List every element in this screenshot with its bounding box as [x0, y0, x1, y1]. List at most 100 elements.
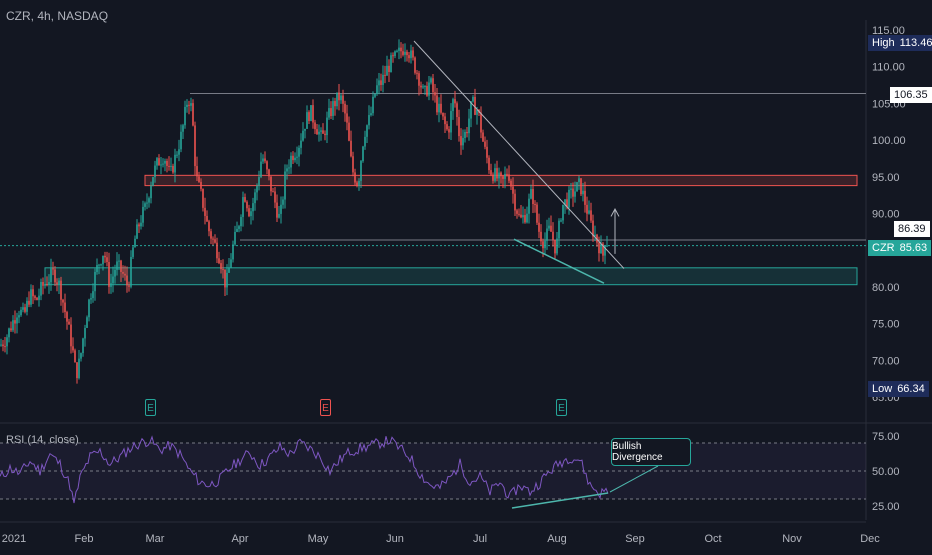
- level-86-label: 86.39: [894, 221, 930, 237]
- candle-body: [112, 276, 114, 284]
- candle-body: [406, 51, 408, 56]
- candle-body: [254, 192, 256, 204]
- candle-body: [230, 259, 232, 268]
- rsi-title[interactable]: RSI (14, close): [6, 434, 79, 446]
- candle-body: [252, 203, 254, 212]
- candle-body: [310, 105, 312, 121]
- price-axis-tick: 90.00: [872, 209, 900, 221]
- candle-body: [442, 112, 444, 117]
- candle-body: [600, 243, 602, 254]
- candle-body: [42, 281, 44, 286]
- earnings-marker-icon[interactable]: E: [145, 399, 156, 416]
- candle-body: [420, 85, 422, 88]
- candle-body: [330, 108, 332, 116]
- candle-body: [242, 197, 244, 217]
- candle-body: [584, 190, 586, 205]
- candle-body: [88, 299, 90, 318]
- candle-body: [292, 155, 294, 161]
- candle-body: [160, 164, 162, 166]
- candle-body: [232, 244, 234, 260]
- candle-body: [426, 85, 428, 96]
- candle-body: [346, 113, 348, 123]
- price-axis-tick: 115.00: [872, 25, 905, 37]
- candle-body: [64, 302, 66, 313]
- candle-body: [304, 128, 306, 131]
- candle-body: [108, 261, 110, 287]
- candle-body: [606, 245, 608, 247]
- candle-body: [452, 99, 454, 112]
- candle-body: [58, 280, 60, 285]
- earnings-marker-icon[interactable]: E: [320, 399, 331, 416]
- candle-body: [408, 55, 410, 59]
- candle-body: [512, 186, 514, 194]
- bullish-divergence-callout[interactable]: Bullish Divergence: [611, 438, 691, 466]
- low-price-label: Low 66.34: [868, 381, 929, 397]
- price-axis-tick: 110.00: [872, 62, 905, 74]
- candle-body: [250, 211, 252, 217]
- candle-body: [154, 165, 156, 178]
- candle-body: [140, 222, 142, 227]
- candle-body: [536, 204, 538, 223]
- candle-body: [290, 155, 292, 168]
- candle-body: [102, 255, 104, 265]
- time-axis-tick: Feb: [75, 533, 94, 545]
- callout-connector: [609, 465, 659, 493]
- candle-body: [70, 324, 72, 347]
- candle-body: [556, 238, 558, 254]
- candle-body: [322, 130, 324, 134]
- earnings-marker-icon[interactable]: E: [556, 399, 567, 416]
- candle-body: [494, 168, 496, 181]
- candle-body: [492, 174, 494, 181]
- candle-body: [430, 78, 432, 83]
- candle-body: [488, 157, 490, 171]
- candle-body: [182, 125, 184, 132]
- candle-body: [458, 117, 460, 137]
- candle-body: [424, 85, 426, 87]
- candle-body: [94, 272, 96, 292]
- candle-body: [52, 268, 54, 270]
- candle-body: [238, 226, 240, 229]
- candle-body: [46, 284, 48, 286]
- candle-body: [320, 130, 322, 132]
- candle-body: [534, 204, 536, 206]
- candle-body: [364, 136, 366, 147]
- candle-body: [368, 115, 370, 126]
- time-axis-tick: Dec: [860, 533, 880, 545]
- candle-body: [152, 177, 154, 186]
- symbol-title[interactable]: CZR, 4h, NASDAQ: [6, 9, 109, 23]
- candle-body: [546, 228, 548, 241]
- candle-body: [246, 201, 248, 209]
- candle-body: [558, 220, 560, 239]
- candle-body: [468, 118, 470, 134]
- candle-body: [338, 92, 340, 101]
- candle-body: [106, 257, 108, 262]
- candle-body: [372, 96, 374, 114]
- candle-body: [56, 282, 58, 285]
- candle-body: [300, 140, 302, 148]
- candle-body: [340, 95, 342, 101]
- up-arrow-icon: [610, 208, 620, 217]
- candle-body: [412, 50, 414, 58]
- candle-body: [352, 156, 354, 173]
- candle-body: [394, 51, 396, 56]
- price-axis-tick: 80.00: [872, 282, 900, 294]
- candle-body: [36, 297, 38, 300]
- candle-body: [382, 74, 384, 85]
- candle-body: [82, 338, 84, 354]
- candle-body: [162, 163, 164, 165]
- downtrend-line: [413, 40, 625, 269]
- candle-body: [268, 169, 270, 177]
- candle-body: [296, 156, 298, 158]
- candle-body: [496, 168, 498, 179]
- candle-body: [374, 93, 376, 97]
- candle-body: [328, 108, 330, 118]
- candle-body: [500, 172, 502, 177]
- candle-body: [312, 105, 314, 123]
- candle-body: [40, 281, 42, 296]
- candle-body: [226, 272, 228, 288]
- candle-body: [378, 80, 380, 86]
- candle-body: [392, 55, 394, 57]
- candle-body: [272, 191, 274, 193]
